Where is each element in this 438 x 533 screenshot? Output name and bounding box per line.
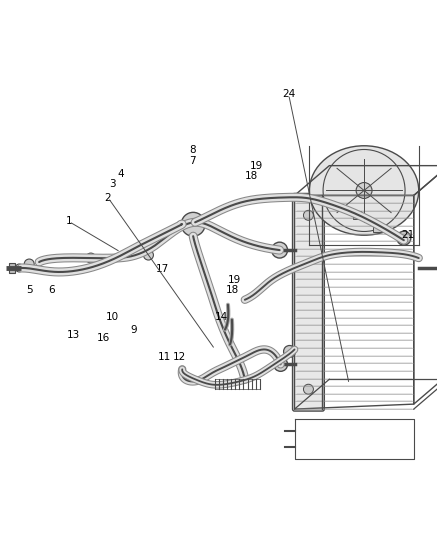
Circle shape — [24, 259, 34, 269]
Text: 5: 5 — [26, 285, 33, 295]
Text: 10: 10 — [106, 312, 119, 322]
Text: 14: 14 — [215, 312, 228, 322]
Text: 21: 21 — [402, 230, 415, 240]
Text: 11: 11 — [158, 352, 171, 361]
Circle shape — [356, 182, 372, 198]
Circle shape — [397, 231, 411, 245]
Text: 24: 24 — [282, 90, 295, 99]
Text: 2: 2 — [105, 192, 111, 203]
Circle shape — [304, 211, 314, 220]
Circle shape — [181, 212, 205, 236]
Text: 17: 17 — [156, 264, 169, 274]
Circle shape — [86, 253, 96, 263]
Bar — [373, 224, 381, 232]
Text: 7: 7 — [190, 156, 196, 166]
Text: 18: 18 — [245, 172, 258, 181]
Text: 6: 6 — [48, 285, 55, 295]
Circle shape — [304, 384, 314, 394]
Text: 16: 16 — [97, 333, 110, 343]
Circle shape — [272, 242, 288, 258]
Bar — [9, 263, 15, 273]
Text: 9: 9 — [131, 325, 138, 335]
Bar — [353, 212, 361, 219]
Text: 19: 19 — [249, 161, 263, 171]
Text: 1: 1 — [66, 216, 72, 227]
Text: 13: 13 — [67, 330, 80, 341]
Text: 4: 4 — [118, 169, 124, 179]
Text: 18: 18 — [226, 285, 239, 295]
Text: 3: 3 — [109, 180, 116, 189]
Circle shape — [274, 358, 288, 372]
Circle shape — [283, 345, 296, 358]
Ellipse shape — [309, 146, 419, 235]
FancyBboxPatch shape — [293, 193, 324, 411]
Text: 19: 19 — [228, 274, 241, 285]
Text: 12: 12 — [173, 352, 187, 361]
Circle shape — [144, 250, 153, 260]
Circle shape — [15, 264, 23, 272]
Text: 8: 8 — [190, 145, 196, 155]
